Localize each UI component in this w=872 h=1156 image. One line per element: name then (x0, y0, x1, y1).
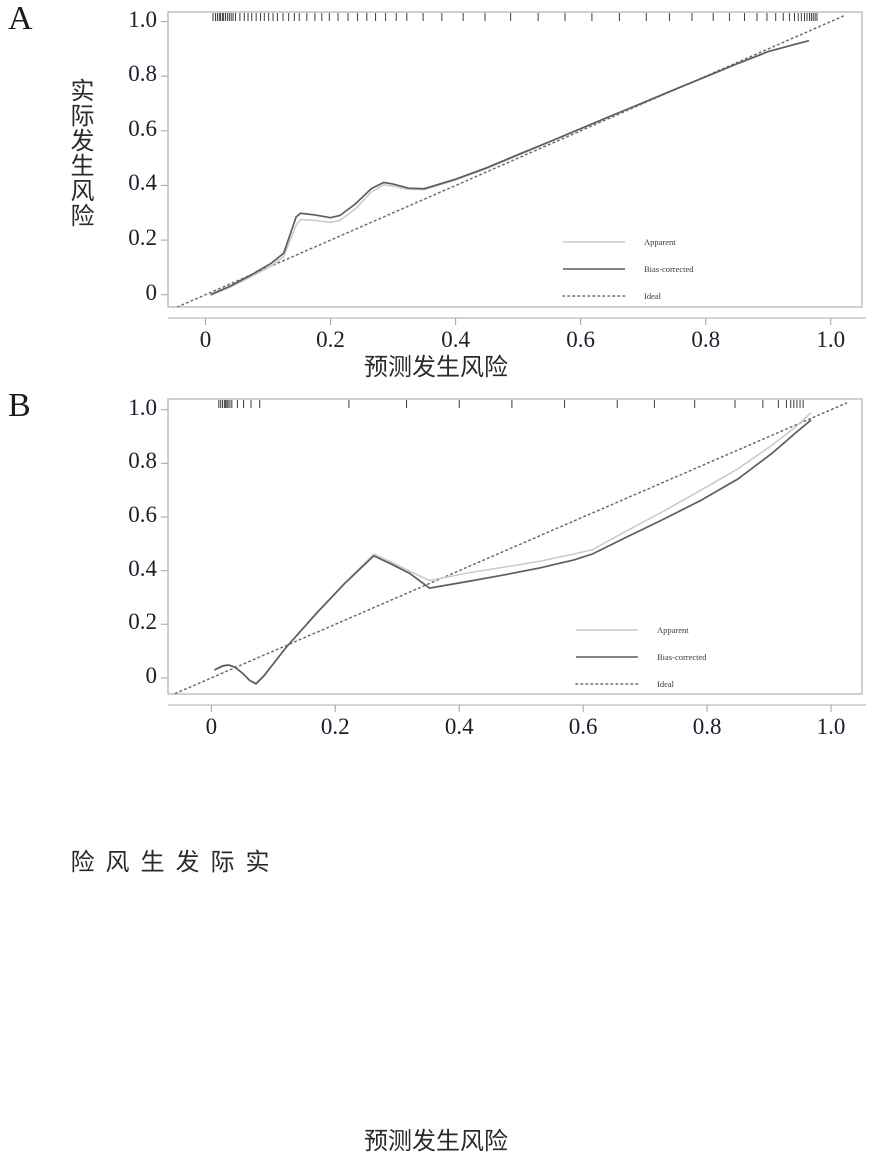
y-tick-label: 0.2 (128, 609, 157, 635)
y-tick-label: 0.6 (128, 115, 157, 141)
x-tick-label: 1.0 (816, 327, 846, 352)
series-ideal (176, 15, 844, 307)
panel-b-label: B (8, 387, 31, 424)
rug-marks (218, 400, 804, 408)
x-axis-ticks (210, 705, 832, 712)
panel-a-label: A (8, 0, 33, 37)
y-tick-label: 0.8 (128, 61, 157, 87)
x-tick-label: 1.0 (816, 714, 846, 739)
panel-a-x-axis-title: 预测发生风险 (364, 355, 508, 381)
panel-a-plot: Apparent Bias-corrected Ideal (161, 11, 866, 325)
data-layer (174, 402, 848, 694)
panel-a: A Apparent Bias-corrected Ideal 预测发生风险 实际发… (0, 0, 872, 387)
legend: Apparent Bias-corrected Ideal (562, 237, 694, 301)
rug-marks (212, 13, 818, 21)
series-apparent (210, 39, 810, 296)
y-tick-label: 0.4 (128, 170, 157, 196)
y-tick-label: 0.6 (128, 502, 157, 527)
x-tick-label: 0.8 (691, 327, 721, 352)
y-axis-ticks (161, 409, 168, 679)
series-bias-corrected (210, 39, 810, 296)
panel-b-plot: Apparent Bias-corrected Ideal (161, 398, 866, 712)
legend-label-bias-corrected: Bias-corrected (657, 652, 707, 662)
y-tick-label: 0 (145, 662, 158, 688)
legend-label-ideal: Ideal (657, 679, 675, 689)
series-bias-corrected (214, 419, 812, 685)
y-axis-ticks (161, 21, 168, 296)
x-tick-label: 0.4 (444, 714, 474, 739)
y-tick-label: 0 (145, 279, 158, 305)
x-tick-label: 0.8 (692, 714, 722, 739)
legend: Apparent Bias-corrected Ideal (575, 625, 707, 689)
y-tick-label: 1.0 (128, 6, 157, 32)
x-tick-label: 0 (199, 327, 212, 352)
legend-label-bias-corrected: Bias-corrected (644, 264, 694, 274)
legend-label-ideal: Ideal (644, 291, 662, 301)
plot-frame (167, 11, 863, 308)
y-tick-label: 0.8 (128, 448, 157, 474)
legend-label-apparent: Apparent (657, 625, 689, 635)
x-axis-ticks (204, 318, 832, 325)
y-tick-label: 1.0 (128, 394, 157, 420)
data-layer (176, 15, 844, 307)
y-tick-label: 0.2 (128, 225, 157, 251)
x-tick-label: 0.2 (316, 327, 345, 352)
panel-b-y-axis-title: 实际发生风险 (66, 849, 267, 874)
x-tick-label: 0.4 (441, 327, 470, 352)
x-tick-label: 0.6 (566, 327, 596, 352)
x-tick-label: 0.2 (320, 714, 350, 739)
y-tick-label: 0.4 (128, 555, 157, 581)
series-ideal (174, 402, 848, 694)
panel-b-x-axis-title: 预测发生风险 (364, 1129, 508, 1155)
x-tick-label: 0.6 (568, 714, 598, 739)
x-tick-label: 0 (205, 714, 218, 739)
panel-a-y-axis-title: 实际发生风险 (66, 78, 92, 228)
series-apparent (214, 411, 812, 685)
plot-frame (167, 398, 863, 695)
legend-label-apparent: Apparent (644, 237, 676, 247)
